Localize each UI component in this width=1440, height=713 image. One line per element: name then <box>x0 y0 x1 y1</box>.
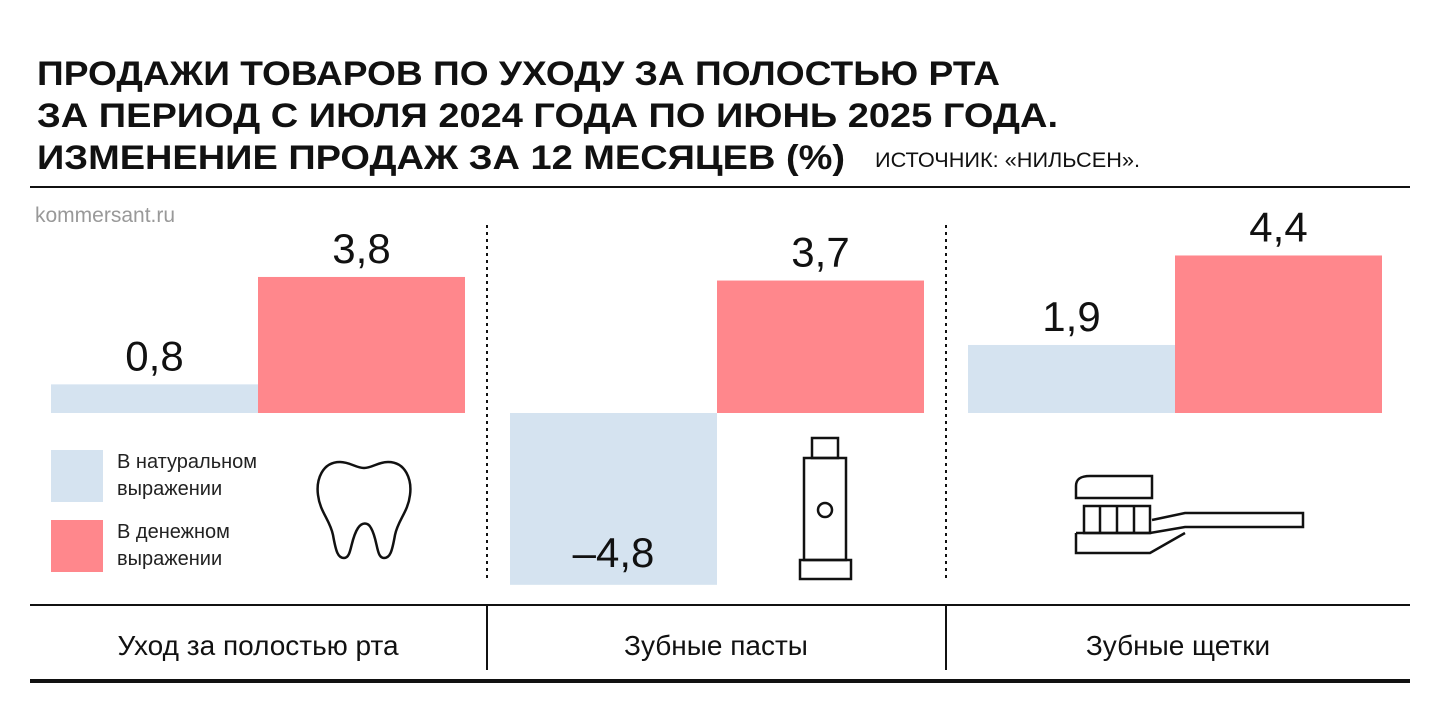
value-label: 3,7 <box>791 229 849 276</box>
bar <box>968 344 1175 413</box>
value-label: –4,8 <box>573 529 655 576</box>
value-label: 4,4 <box>1249 203 1307 250</box>
category-label: Уход за полостью рта <box>117 630 398 661</box>
category-label: Зубные щетки <box>1086 630 1270 661</box>
toothpaste-icon <box>798 436 853 581</box>
chart-title: ИЗМЕНЕНИЕ ПРОДАЖ ЗА 12 МЕСЯЦЕВ (%) <box>37 139 845 177</box>
bar <box>1175 255 1382 413</box>
tooth-icon <box>316 460 412 560</box>
value-label: 3,8 <box>332 225 390 272</box>
toothbrush-icon <box>1074 474 1305 555</box>
value-label: 1,9 <box>1042 293 1100 340</box>
legend-label: В натуральном выражении <box>117 451 258 500</box>
source: ИСТОЧНИК: «НИЛЬСЕН». <box>875 149 1140 172</box>
bar <box>717 280 924 413</box>
legend-entry: В денежном выражении <box>117 521 230 570</box>
bar <box>510 413 717 585</box>
legend-label: В денежном выражении <box>117 521 230 570</box>
chart-title: ПРОДАЖИ ТОВАРОВ ПО УХОДУ ЗА ПОЛОСТЬЮ РТА <box>37 55 1000 93</box>
bar <box>51 384 258 413</box>
watermark: kommersant.ru <box>35 204 175 227</box>
value-label: 0,8 <box>125 332 183 379</box>
bar <box>258 276 465 413</box>
category-label: Зубные пасты <box>624 630 808 661</box>
chart-title: ЗА ПЕРИОД С ИЮЛЯ 2024 ГОДА ПО ИЮНЬ 2025 … <box>37 97 1058 135</box>
legend-swatch <box>51 520 103 572</box>
legend-entry: В натуральном выражении <box>117 451 258 500</box>
legend-swatch <box>51 450 103 502</box>
